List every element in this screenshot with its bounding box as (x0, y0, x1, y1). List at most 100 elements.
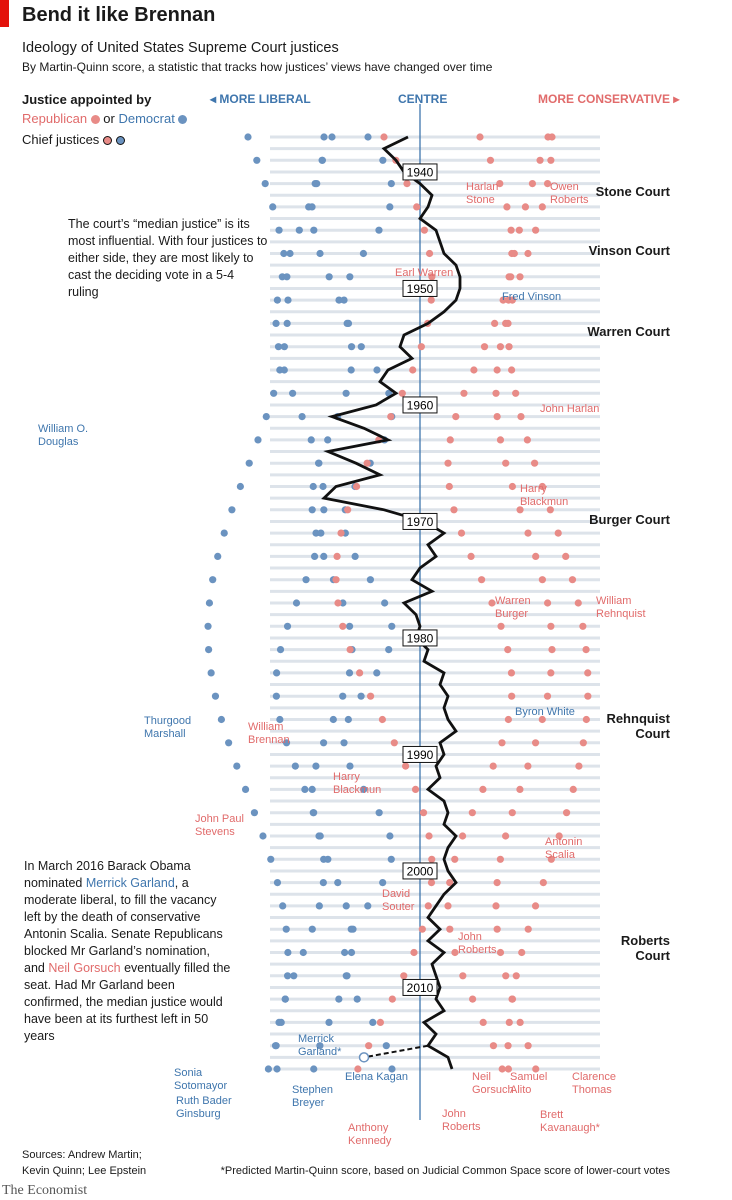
justice-label: Blackmun (333, 784, 381, 796)
year-tick-box (402, 862, 438, 880)
justice-dot (528, 180, 537, 188)
justice-dot (360, 785, 368, 794)
justice-label: Rehnquist (596, 608, 646, 620)
justice-dot (315, 459, 323, 467)
justice-dot (295, 226, 303, 234)
justice-dot (253, 156, 261, 164)
justice-label: Owen (550, 181, 579, 193)
justice-dot (345, 622, 354, 630)
garland-text-1: In March 2016 Barack Obama nominated (24, 859, 191, 890)
republican-dot-icon (90, 115, 100, 125)
justice-label: Stephen (292, 1084, 333, 1096)
justice-dot (492, 389, 500, 397)
justice-dot (524, 925, 532, 933)
justice-dot (272, 319, 280, 327)
justice-dot (254, 436, 262, 444)
justice-dot (498, 739, 506, 747)
year-tick-label: 2000 (407, 864, 434, 878)
justice-dot (417, 343, 425, 351)
justice-dot (488, 599, 496, 607)
justice-dot (386, 832, 394, 840)
justice-label: Stone (466, 194, 495, 206)
justice-label: Roberts (550, 194, 589, 206)
justice-dot (524, 762, 532, 770)
justice-dot (337, 529, 345, 537)
justice-dot (388, 622, 396, 630)
justice-dot (334, 879, 342, 887)
justice-label: Merrick (298, 1033, 335, 1045)
justice-label: Sonia (174, 1067, 203, 1079)
justice-dot (315, 902, 323, 910)
justice-dot (524, 249, 532, 258)
justice-dot (244, 133, 252, 141)
legend-parties: Republican or Democrat (22, 111, 188, 126)
justice-dot (411, 785, 420, 794)
garland-text-3: , a moderate liberal, to fill the vacanc… (24, 876, 223, 975)
footnote: *Predicted Martin-Quinn score, based on … (220, 1165, 670, 1177)
justice-dot (298, 413, 306, 421)
year-tick-box (402, 978, 438, 996)
justice-dot (469, 995, 477, 1003)
garland-text-2: Merrick Garland (85, 876, 175, 890)
justice-dot (460, 389, 468, 397)
justice-dot (403, 180, 411, 188)
justice-dot (538, 576, 546, 584)
justice-dot (311, 552, 319, 561)
justice-dot (489, 762, 497, 770)
justice-dot (532, 226, 540, 234)
justice-dot (310, 809, 318, 817)
year-tick-box (402, 163, 438, 181)
justice-dot (267, 855, 275, 863)
justice-label: Brett (540, 1109, 563, 1121)
justice-dot (292, 599, 301, 607)
justice-dot (444, 459, 452, 467)
year-tick-label: 1960 (407, 398, 434, 412)
justice-dot (516, 273, 524, 281)
justice-dot (493, 879, 501, 887)
justice-dot (342, 389, 350, 397)
justice-dot (516, 785, 524, 794)
justice-label: John (442, 1108, 466, 1120)
justice-dot (507, 669, 516, 677)
justice-dot (376, 1018, 384, 1026)
justice-dot (217, 715, 225, 724)
justice-dot (320, 855, 328, 863)
justice-dot (341, 948, 349, 957)
justice-dot (467, 552, 475, 561)
justice-dot (504, 1042, 512, 1050)
justice-label: Harry (520, 483, 547, 495)
justice-label: Earl Warren (395, 267, 453, 279)
justice-dot (555, 832, 563, 840)
justice-dot (547, 669, 555, 677)
justice-dot (410, 948, 418, 957)
justice-dot (283, 622, 292, 630)
justice-dot (584, 692, 592, 700)
court-stone: Stone Court (595, 184, 670, 199)
year-tick-box (402, 512, 438, 530)
justice-dot (409, 366, 417, 374)
court-burger: Burger Court (589, 512, 670, 527)
justice-dot (496, 436, 505, 444)
justice-dot (375, 809, 383, 817)
justice-label: William (596, 595, 631, 607)
justice-dot (504, 296, 513, 304)
justice-label: John Harlan (540, 403, 599, 415)
justice-dot (390, 739, 398, 747)
justice-dot (428, 855, 436, 863)
justice-dot (339, 622, 347, 630)
justice-dot (546, 506, 554, 514)
justice-dot (531, 902, 540, 910)
justice-dot (316, 1042, 324, 1050)
justice-dot (508, 995, 516, 1003)
justice-dot (225, 739, 233, 747)
justice-dot (479, 785, 487, 794)
justice-dot (270, 389, 278, 397)
chart-description: By Martin-Quinn score, a statistic that … (22, 60, 493, 74)
justice-dot (451, 948, 459, 957)
justice-dot (282, 739, 291, 747)
justice-dot (562, 809, 571, 817)
justice-dot (547, 622, 555, 630)
justice-dot (538, 203, 546, 211)
justice-dot (320, 506, 328, 514)
justice-dot (381, 599, 389, 607)
